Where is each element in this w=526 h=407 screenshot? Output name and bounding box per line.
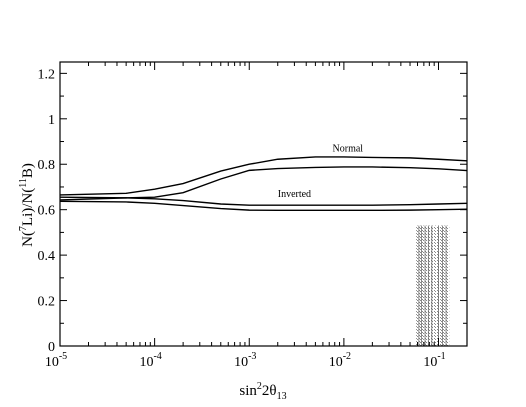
series-line-normal-0 <box>59 156 468 196</box>
series-line-normal-1 <box>59 166 468 199</box>
x-axis-label: sin22θ13 <box>239 381 286 402</box>
y-axis-label: N(7Li)/N(11B) <box>18 163 36 247</box>
tick-labels: 0 0.2 0.4 0.6 0.8 1 1.2 10-5 10-4 10-3 10-2 10-1 <box>38 67 446 370</box>
shaded-band <box>416 225 450 346</box>
x-tick-label: 10-4 <box>139 351 161 370</box>
y-tick-label: 0.8 <box>38 158 56 173</box>
x-tick-label: 10-1 <box>423 351 445 370</box>
y-tick-label: 0 <box>48 340 55 355</box>
annotation-normal: Normal <box>333 144 364 155</box>
series-line-inverted-3 <box>59 200 468 212</box>
y-tick-label: 0.6 <box>38 204 56 219</box>
annotations: Normal Inverted <box>278 144 364 200</box>
x-tick-label: 10-5 <box>45 351 67 370</box>
y-tick-label: 1.2 <box>38 67 56 82</box>
annotation-inverted: Inverted <box>278 189 311 200</box>
series-line-inverted-2 <box>59 197 468 206</box>
plot-frame <box>59 61 468 347</box>
y-tick-label: 1 <box>48 113 55 128</box>
series-lines <box>59 156 468 212</box>
x-tick-label: 10-3 <box>234 351 256 370</box>
y-tick-label: 0.2 <box>38 295 56 310</box>
x-tick-label: 10-2 <box>329 351 351 370</box>
y-tick-label: 0.4 <box>38 249 56 264</box>
axis-ticks <box>59 62 468 347</box>
